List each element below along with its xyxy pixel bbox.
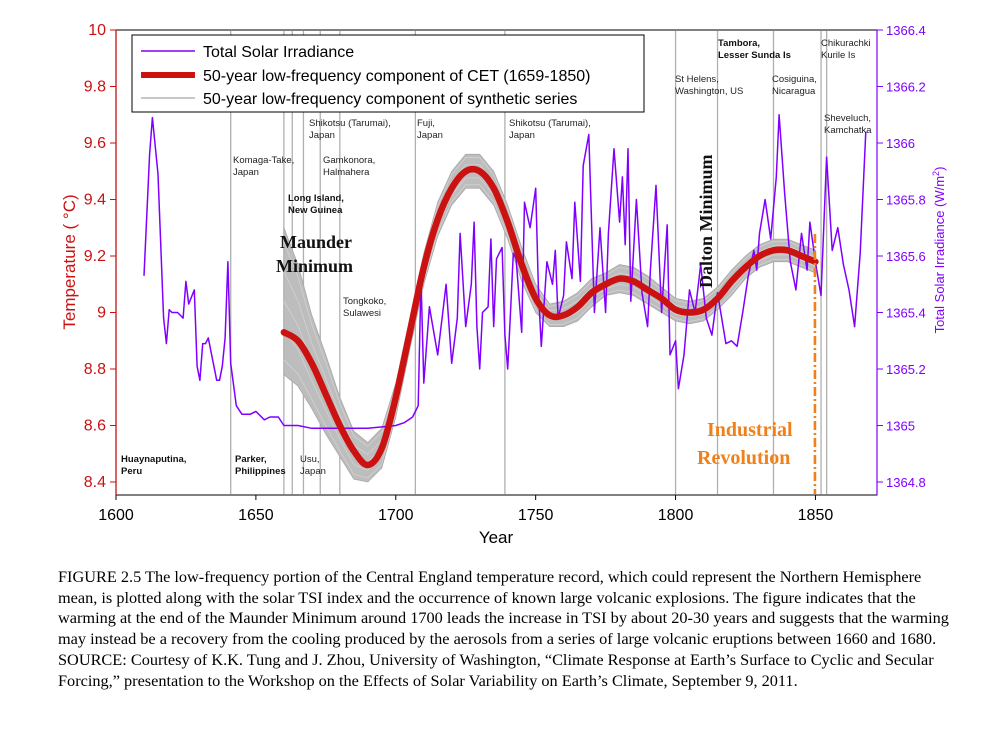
tsi-series-path (143, 114, 867, 430)
annotation-tongkoko: Tongkoko,Sulawesi (343, 296, 386, 319)
tsi-line (143, 114, 867, 430)
legend-box (131, 34, 645, 113)
y2-axis-label-end: ) (932, 167, 947, 171)
synthetic-series-line (283, 157, 816, 447)
annotation-komaga-line: Komaga-Take, (233, 155, 294, 166)
x-tick-label: 1700 (378, 507, 414, 524)
legend-label-cet: 50-year low-frequency component of CET (… (203, 68, 590, 85)
annotation-tongkoko-line: Sulawesi (343, 308, 381, 319)
y-tick-label: 8.4 (84, 474, 106, 491)
cet-line (280, 165, 819, 469)
annotation-huaynaputina-line: Huaynaputina, (121, 454, 186, 465)
annotation-sthelens-line: Washington, US (675, 86, 743, 97)
annotation-sthelens-line: St Helens, (675, 74, 719, 85)
x-tick-label: 1650 (238, 507, 274, 524)
annotation-sheveluch-line: Kamchatka (824, 125, 872, 136)
maunder-label-line1: Maunder (280, 232, 352, 252)
annotation-sheveluch-line: Sheveluch, (824, 113, 871, 124)
x-tick-label: 1600 (98, 507, 134, 524)
y-tick-label: 8.6 (84, 418, 106, 435)
annotation-longisland: Long Island,New Guinea (288, 193, 344, 216)
annotation-tongkoko-line: Tongkoko, (343, 296, 386, 307)
annotation-cosiguina-line: Nicaragua (772, 86, 816, 97)
y2-tick-label: 1365.2 (886, 362, 926, 377)
x-tick-label: 1800 (658, 507, 694, 524)
y2-tick-label: 1366.2 (886, 80, 926, 95)
maunder-minimum-label: Maunder Minimum (276, 232, 353, 276)
legend-label-tsi: Total Solar Irradiance (203, 44, 354, 61)
annotation-parker-line: Philippines (235, 466, 286, 477)
annotation-fuji: Fuji,Japan (417, 118, 443, 141)
annotation-komaga-line: Japan (233, 167, 259, 178)
maunder-label-line2: Minimum (276, 256, 353, 276)
annotation-shikotsu1-line: Japan (309, 130, 335, 141)
annotation-parker-line: Parker, (235, 454, 267, 465)
industrial-revolution-label: Industrial Revolution (697, 419, 793, 469)
legend: Total Solar Irradiance 50-year low-frequ… (131, 34, 645, 113)
annotation-shikotsu2-line: Japan (509, 130, 535, 141)
annotation-huaynaputina-line: Peru (121, 466, 142, 477)
y2-tick-label: 1365 (886, 419, 915, 434)
annotation-usu: Usu,Japan (300, 454, 326, 477)
y2-tick-label: 1365.4 (886, 306, 926, 321)
annotation-gamkonora-line: Gamkonora, (323, 155, 375, 166)
annotation-fuji-line: Fuji, (417, 118, 435, 129)
y2-tick-label: 1364.8 (886, 475, 926, 490)
annotation-tambora-line: Tambora, (718, 38, 760, 49)
dalton-minimum-label: Dalton Minimum (696, 154, 716, 288)
annotation-tambora: Tambora,Lesser Sunda Is (718, 38, 791, 61)
annotation-parker: Parker,Philippines (235, 454, 286, 477)
annotation-huaynaputina: Huaynaputina,Peru (121, 454, 186, 477)
legend-label-synthetic: 50-year low-frequency component of synth… (203, 91, 577, 108)
annotation-fuji-line: Japan (417, 130, 443, 141)
annotation-longisland-line: New Guinea (288, 205, 343, 216)
y-tick-label: 9.2 (84, 248, 106, 265)
annotation-shikotsu1: Shikotsu (Tarumai),Japan (309, 118, 391, 141)
annotation-shikotsu1-line: Shikotsu (Tarumai), (309, 118, 391, 129)
y-tick-label: 8.8 (84, 361, 106, 378)
y2-axis-label: Total Solar Irradiance (W/m2) (931, 167, 947, 334)
y-tick-label: 9.4 (84, 192, 106, 209)
y2-tick-label: 1365.6 (886, 249, 926, 264)
y-tick-label: 9 (97, 305, 106, 322)
industrial-label-line1: Industrial (707, 419, 793, 441)
annotation-sthelens: St Helens,Washington, US (675, 74, 743, 97)
industrial-label-line2: Revolution (697, 447, 790, 469)
figure-caption-text: FIGURE 2.5 The low-frequency portion of … (58, 567, 949, 690)
annotation-usu-line: Japan (300, 466, 326, 477)
annotation-sheveluch: Sheveluch,Kamchatka (824, 113, 872, 136)
y-tick-label: 9.6 (84, 135, 106, 152)
annotation-cosiguina-line: Cosiguina, (772, 74, 817, 85)
x-axis-label: Year (479, 528, 514, 547)
y-axis-label: Temperature ( °C) (60, 194, 79, 329)
annotation-cosiguina: Cosiguina,Nicaragua (772, 74, 817, 97)
y2-tick-label: 1365.8 (886, 193, 926, 208)
annotation-longisland-line: Long Island, (288, 193, 344, 204)
annotation-gamkonora-line: Halmahera (323, 167, 370, 178)
annotation-shikotsu2-line: Shikotsu (Tarumai), (509, 118, 591, 129)
y2-tick-label: 1366.4 (886, 23, 926, 38)
synthetic-series-line (283, 184, 816, 479)
annotation-chikurachki-line: Kurile Is (821, 50, 856, 61)
y-tick-label: 9.8 (84, 79, 106, 96)
annotation-chikurachki-line: Chikurachki (821, 38, 871, 49)
annotation-komaga: Komaga-Take,Japan (233, 155, 294, 178)
y2-axis-label-main: Total Solar Irradiance (W/m (932, 176, 947, 334)
y2-axis-label-sup: 2 (931, 171, 941, 176)
x-tick-label: 1850 (798, 507, 834, 524)
figure-caption: FIGURE 2.5 The low-frequency portion of … (58, 567, 958, 691)
annotation-tambora-line: Lesser Sunda Is (718, 50, 791, 61)
axes: 1600 1650 1700 1750 1800 1850 10 9.8 9.6 9.4 9.2 9 8… (84, 22, 926, 524)
x-tick-label: 1750 (518, 507, 554, 524)
annotation-shikotsu2: Shikotsu (Tarumai),Japan (509, 118, 591, 141)
annotation-usu-line: Usu, (300, 454, 320, 465)
y-tick-label: 10 (88, 22, 106, 39)
y2-tick-label: 1366 (886, 136, 915, 151)
annotation-gamkonora: Gamkonora,Halmahera (323, 155, 375, 178)
cet-series-path (280, 165, 819, 469)
